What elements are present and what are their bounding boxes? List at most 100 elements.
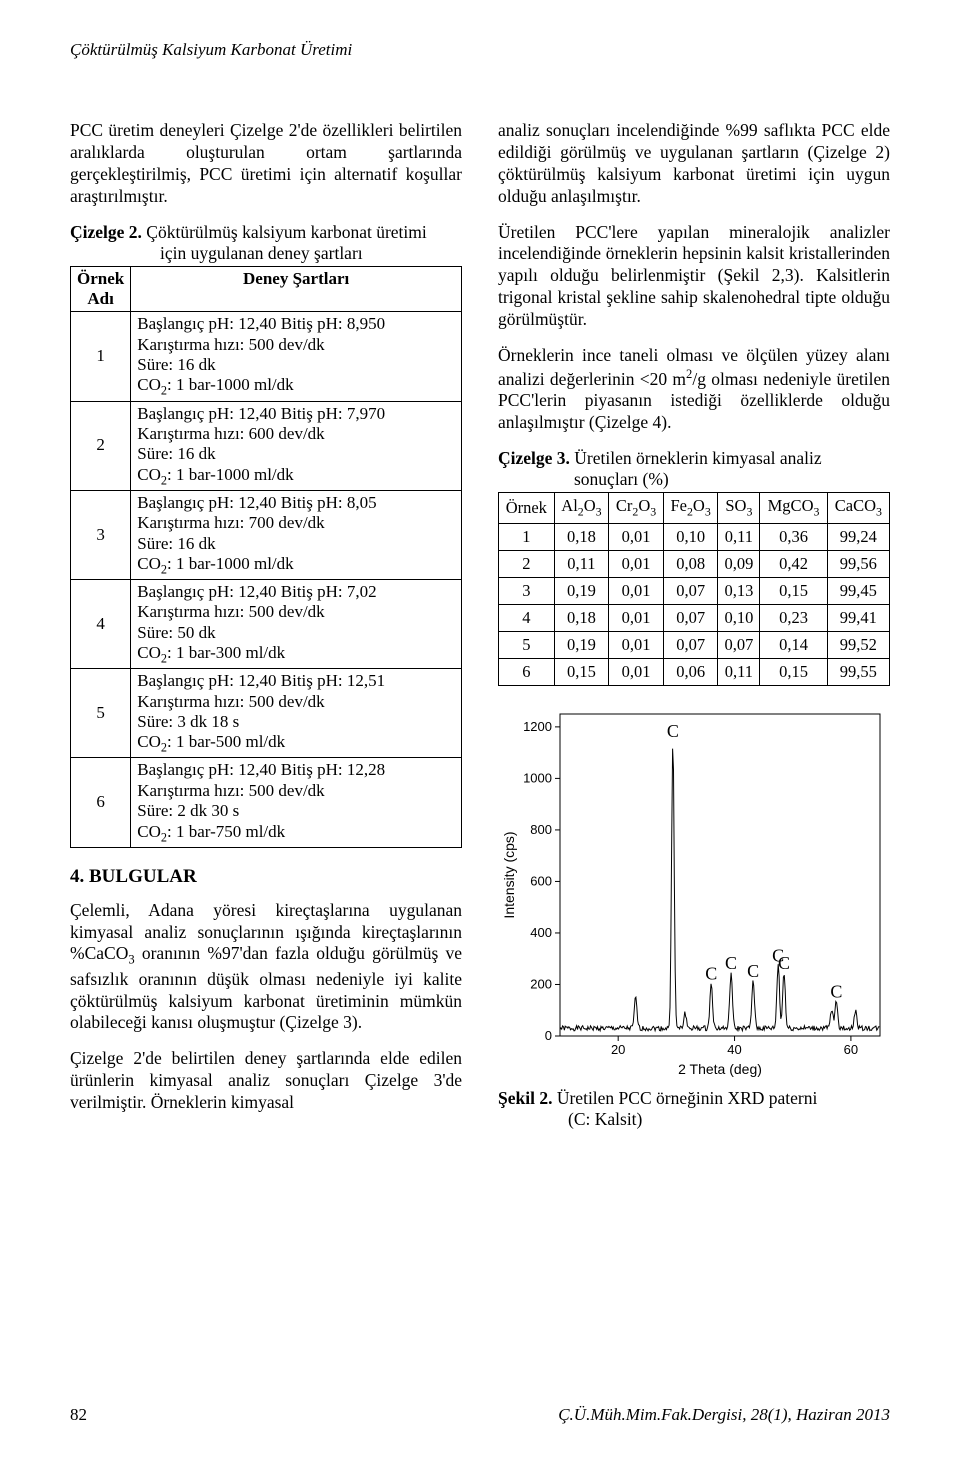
- t3-cell: 99,56: [827, 550, 889, 577]
- running-head: Çöktürülmüş Kalsiyum Karbonat Üretimi: [70, 40, 890, 60]
- t3-cell: 0,09: [718, 550, 760, 577]
- t3-cell: 0,18: [554, 604, 609, 631]
- page-footer: 82 Ç.Ü.Müh.Mim.Fak.Dergisi, 28(1), Hazir…: [70, 1405, 890, 1425]
- footer-page: 82: [70, 1405, 87, 1425]
- right-p2: Üretilen PCC'lere yapılan mineralojik an…: [498, 222, 890, 331]
- left-column: PCC üretim deneyleri Çizelge 2'de özelli…: [70, 120, 462, 1131]
- t3-header: MgCO3: [760, 493, 827, 523]
- t3-cell: 0,14: [760, 631, 827, 658]
- t2-row-id: 4: [71, 579, 131, 668]
- svg-text:0: 0: [545, 1028, 552, 1043]
- svg-text:C: C: [747, 960, 759, 980]
- t2-row-id: 2: [71, 401, 131, 490]
- t3-header: SO3: [718, 493, 760, 523]
- svg-text:2 Theta (deg): 2 Theta (deg): [678, 1061, 762, 1077]
- table3: ÖrnekAl2O3Cr2O3Fe2O3SO3MgCO3CaCO3 10,180…: [498, 492, 890, 685]
- svg-text:40: 40: [727, 1042, 741, 1057]
- t3-cell: 0,36: [760, 523, 827, 550]
- t3-cell: 0,01: [609, 631, 664, 658]
- t3-cell: 99,55: [827, 658, 889, 685]
- t3-cell: 0,15: [760, 577, 827, 604]
- t3-cell: 6: [499, 658, 555, 685]
- t3-cell: 0,01: [609, 523, 664, 550]
- t3-title-rest2: sonuçları (%): [498, 469, 669, 489]
- t3-cell: 0,42: [760, 550, 827, 577]
- table2-title-line1-prefix: Çizelge 2.: [70, 222, 142, 242]
- t3-cell: 0,23: [760, 604, 827, 631]
- left-p3: Çizelge 2'de belirtilen deney şartlarınd…: [70, 1048, 462, 1114]
- svg-text:Intensity (cps): Intensity (cps): [501, 831, 517, 918]
- t3-cell: 0,11: [554, 550, 609, 577]
- t2-h1: Deney Şartları: [131, 266, 462, 312]
- table3-title: Çizelge 3. Üretilen örneklerin kimyasal …: [498, 448, 890, 490]
- t3-cell: 99,45: [827, 577, 889, 604]
- xrd-chart: 0200400600800100012002040602 Theta (deg)…: [498, 700, 890, 1080]
- svg-text:C: C: [778, 953, 790, 973]
- t2-row-detail: Başlangıç pH: 12,40 Bitiş pH: 7,970Karış…: [131, 401, 462, 490]
- fig2-t1b: Üretilen PCC örneğinin XRD paterni: [557, 1088, 818, 1108]
- t2-row-id: 3: [71, 490, 131, 579]
- t3-header: Örnek: [499, 493, 555, 523]
- table2-title-line1-rest: Çöktürülmüş kalsiyum karbonat üretimi: [146, 222, 426, 242]
- t3-cell: 0,07: [663, 631, 718, 658]
- right-column: analiz sonuçları incelendiğinde %99 safl…: [498, 120, 890, 1131]
- t2-row-id: 6: [71, 758, 131, 847]
- t3-cell: 0,08: [663, 550, 718, 577]
- t2-row-detail: Başlangıç pH: 12,40 Bitiş pH: 12,51Karış…: [131, 669, 462, 758]
- t3-cell: 0,06: [663, 658, 718, 685]
- t3-cell: 5: [499, 631, 555, 658]
- fig2-text2: (C: Kalsit): [498, 1109, 890, 1131]
- table2-title-line2: için uygulanan deney şartları: [70, 243, 363, 263]
- t3-cell: 0,19: [554, 631, 609, 658]
- t3-cell: 0,07: [718, 631, 760, 658]
- svg-text:C: C: [667, 721, 679, 741]
- t3-cell: 0,13: [718, 577, 760, 604]
- t2-row-detail: Başlangıç pH: 12,40 Bitiş pH: 7,02Karışt…: [131, 579, 462, 668]
- t3-cell: 0,15: [554, 658, 609, 685]
- t3-cell: 0,11: [718, 523, 760, 550]
- svg-text:1000: 1000: [523, 770, 552, 785]
- t3-header: CaCO3: [827, 493, 889, 523]
- svg-text:800: 800: [530, 821, 552, 836]
- svg-text:600: 600: [530, 873, 552, 888]
- svg-text:C: C: [725, 953, 737, 973]
- t3-cell: 99,41: [827, 604, 889, 631]
- t3-cell: 4: [499, 604, 555, 631]
- t2-row-id: 1: [71, 312, 131, 401]
- t2-row-detail: Başlangıç pH: 12,40 Bitiş pH: 8,05Karışt…: [131, 490, 462, 579]
- t3-cell: 0,01: [609, 550, 664, 577]
- intro-paragraph: PCC üretim deneyleri Çizelge 2'de özelli…: [70, 120, 462, 208]
- t3-header: Al2O3: [554, 493, 609, 523]
- svg-text:C: C: [705, 963, 717, 983]
- t2-row-detail: Başlangıç pH: 12,40 Bitiş pH: 12,28Karış…: [131, 758, 462, 847]
- t3-cell: 99,24: [827, 523, 889, 550]
- t3-cell: 0,01: [609, 577, 664, 604]
- right-p1: analiz sonuçları incelendiğinde %99 safl…: [498, 120, 890, 208]
- t3-cell: 0,18: [554, 523, 609, 550]
- footer-right: Ç.Ü.Müh.Mim.Fak.Dergisi, 28(1), Haziran …: [558, 1405, 890, 1425]
- left-p2: Çelemli, Adana yöresi kireçtaşlarına uyg…: [70, 900, 462, 1035]
- t3-cell: 0,15: [760, 658, 827, 685]
- right-p3: Örneklerin ince taneli olması ve ölçülen…: [498, 345, 890, 434]
- table2: ÖrnekAdı Deney Şartları 1Başlangıç pH: 1…: [70, 266, 462, 848]
- t3-cell: 0,10: [663, 523, 718, 550]
- t3-cell: 2: [499, 550, 555, 577]
- t3-cell: 0,11: [718, 658, 760, 685]
- svg-text:C: C: [830, 981, 842, 1001]
- svg-text:200: 200: [530, 976, 552, 991]
- t3-cell: 0,10: [718, 604, 760, 631]
- svg-text:60: 60: [844, 1042, 858, 1057]
- t3-title-rest1: Üretilen örneklerin kimyasal analiz: [574, 448, 821, 468]
- svg-text:400: 400: [530, 924, 552, 939]
- t2-row-id: 5: [71, 669, 131, 758]
- t3-cell: 0,07: [663, 577, 718, 604]
- section-heading: 4. BULGULAR: [70, 866, 462, 888]
- t3-header: Fe2O3: [663, 493, 718, 523]
- t3-cell: 0,19: [554, 577, 609, 604]
- t3-cell: 99,52: [827, 631, 889, 658]
- t3-cell: 0,01: [609, 604, 664, 631]
- xrd-svg: 0200400600800100012002040602 Theta (deg)…: [498, 700, 890, 1080]
- fig2-bold: Şekil 2.: [498, 1088, 552, 1108]
- t3-cell: 0,07: [663, 604, 718, 631]
- t3-cell: 1: [499, 523, 555, 550]
